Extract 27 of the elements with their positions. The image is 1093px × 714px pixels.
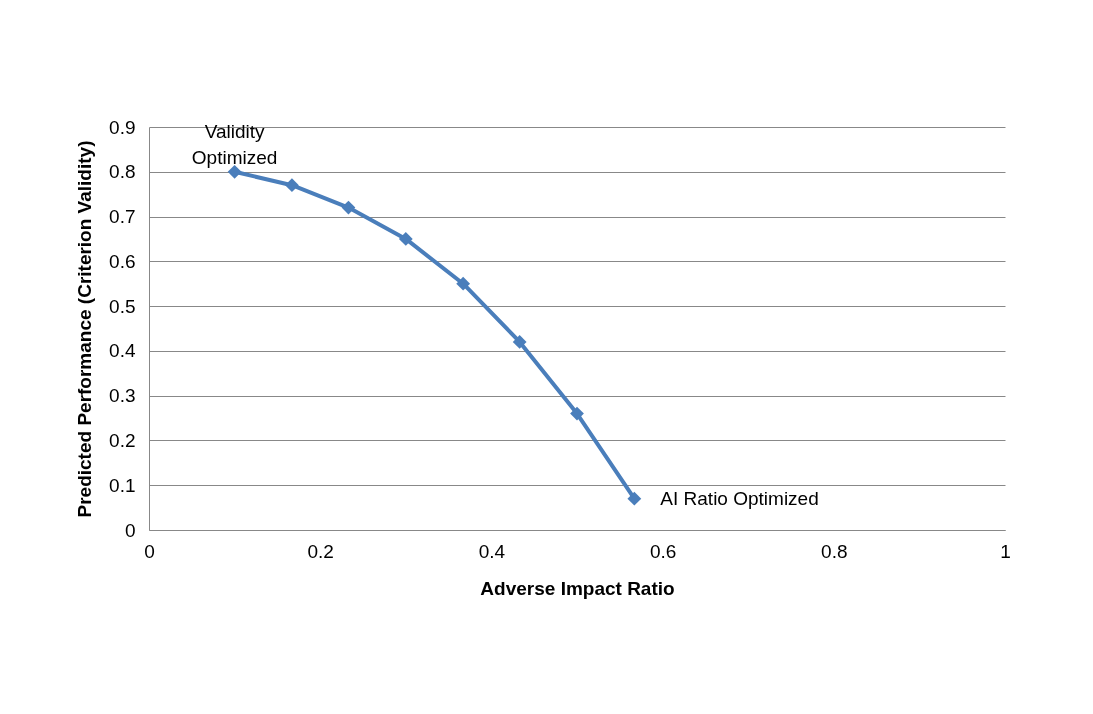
y-tick-label: 0.1 <box>109 474 136 496</box>
point <box>570 406 584 421</box>
x-axis-title: Adverse Impact Ratio <box>480 577 675 599</box>
y-tick-label: 0.3 <box>109 385 136 407</box>
point <box>512 335 527 349</box>
x-tick-label: 0.2 <box>307 540 334 562</box>
point <box>627 491 642 506</box>
y-tick-label: 0.7 <box>109 206 136 228</box>
y-tick-label: 0.6 <box>109 250 136 272</box>
x-tick-label: 1 <box>1000 540 1011 562</box>
annotation: Validity Optimized <box>191 120 278 168</box>
y-tick-label: 0.9 <box>109 116 136 138</box>
x-tick-label: 0.6 <box>649 540 677 562</box>
y-tick-label: 0 <box>124 519 136 541</box>
x-tick-label: 0.8 <box>821 540 848 562</box>
x-tick-label: 0.4 <box>478 540 506 562</box>
x-tick-label: 0 <box>144 540 155 562</box>
y-tick-label: 0.2 <box>109 429 136 451</box>
point <box>398 232 413 246</box>
y-axis-title: Predicted Performance (Criterion Validity) <box>74 140 96 518</box>
annotation: AI Ratio Optimized <box>660 487 819 509</box>
point <box>456 276 471 291</box>
y-tick-label: 0.4 <box>109 340 136 362</box>
y-tick-label: 0.8 <box>109 161 136 183</box>
point <box>285 178 299 193</box>
point <box>341 200 356 215</box>
y-tick-label: 0.5 <box>109 295 136 317</box>
